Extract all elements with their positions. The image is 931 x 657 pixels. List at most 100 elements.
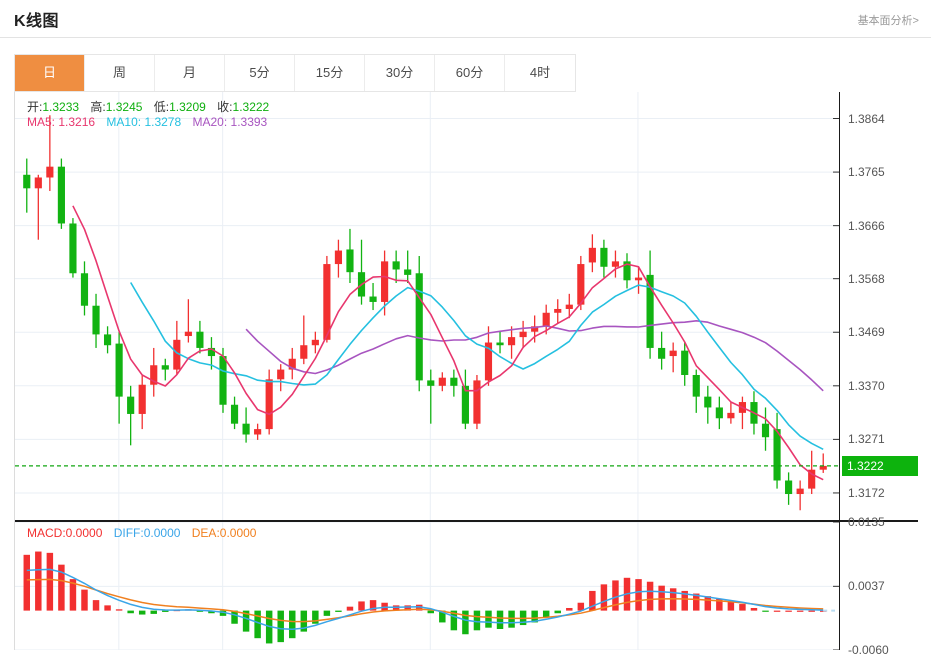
chart-frame: 开:1.3233 高:1.3245 低:1.3209 收:1.3222 MA5:… [14,92,918,657]
candle-body[interactable] [150,365,158,385]
candle-body[interactable] [80,273,89,306]
candlestick-panel[interactable]: 开:1.3233 高:1.3245 低:1.3209 收:1.3222 MA5:… [15,92,918,520]
candle-body[interactable] [34,177,42,189]
candle-body[interactable] [381,261,389,302]
candle-body[interactable] [565,304,573,309]
candle-body[interactable] [761,423,770,438]
candle-body[interactable] [219,356,227,405]
candle-body[interactable] [254,429,262,435]
candle-body[interactable] [704,396,712,408]
candle-body[interactable] [819,465,827,470]
candle-body[interactable] [265,379,273,430]
candle-body[interactable] [773,429,781,481]
candle-body[interactable] [438,377,446,386]
candle-body[interactable] [496,342,504,346]
candle-body[interactable] [715,407,723,419]
candle-body[interactable] [785,480,793,495]
candle-body[interactable] [173,339,181,370]
candle-body[interactable] [796,488,804,495]
ma-line [245,320,824,392]
candle-body[interactable] [554,308,562,313]
candle-body[interactable] [23,174,31,189]
candle-body[interactable] [115,343,123,397]
candle-body[interactable] [184,331,192,337]
period-tab-0[interactable]: 日 [15,55,85,91]
candle-body[interactable] [658,347,666,359]
period-tab-4[interactable]: 15分 [295,55,365,91]
candle-body[interactable] [727,412,735,419]
period-tab-2[interactable]: 月 [155,55,225,91]
candle-body[interactable] [623,261,631,281]
candle-body[interactable] [57,166,65,224]
ma20-value: 1.3393 [230,115,268,129]
macd-panel[interactable]: MACD:0.0000 DIFF:0.0000 DEA:0.0000 [15,522,918,650]
candle-body[interactable] [346,249,354,273]
candle-body[interactable] [207,347,216,357]
candle-body[interactable] [288,358,296,370]
candle-body[interactable] [461,385,469,424]
candle-body[interactable] [692,374,700,397]
candle-body[interactable] [103,334,112,346]
period-tab-5[interactable]: 30分 [365,55,435,91]
fundamental-analysis-link[interactable]: 基本面分析> [857,15,919,27]
macd-histogram-bar [439,610,446,623]
price-axis-label: 1.3370 [848,378,885,393]
candle-body[interactable] [519,331,527,338]
macd-histogram-bar [277,610,284,643]
macd-histogram-bar [635,579,642,611]
macd-plot[interactable] [15,522,839,650]
macd-histogram-bar [427,610,435,614]
candle-body[interactable] [300,345,308,359]
candle-body[interactable] [669,350,677,357]
candle-body[interactable] [427,380,435,386]
candle-body[interactable] [473,380,481,424]
candle-body[interactable] [323,264,331,340]
macd-histogram-bar [531,610,538,623]
period-tab-6[interactable]: 60分 [435,55,505,91]
macd-label: MACD: [27,526,66,540]
candle-body[interactable] [277,369,285,380]
period-tab-7[interactable]: 4时 [505,55,575,91]
candle-body[interactable] [611,261,620,267]
candle-body[interactable] [92,305,100,335]
candle-body[interactable] [369,296,377,302]
candle-body[interactable] [484,342,493,381]
candle-body[interactable] [646,274,654,348]
candle-body[interactable] [230,404,239,424]
candlestick-plot[interactable] [15,92,839,520]
page-header: K线图 基本面分析> [0,0,931,38]
candle-body[interactable] [334,250,343,265]
candle-body[interactable] [161,365,169,370]
candle-body[interactable] [808,469,816,489]
candle-body[interactable] [404,269,412,275]
candle-body[interactable] [415,273,423,381]
page-title: K线图 [14,13,60,30]
candle-body[interactable] [127,396,135,414]
candle-body[interactable] [69,223,77,274]
candle-body[interactable] [138,384,146,414]
candle-body[interactable] [681,350,689,375]
candle-body[interactable] [531,326,539,332]
macd-histogram-bar [716,598,723,611]
candle-body[interactable] [196,331,204,348]
macd-histogram-bar [335,610,342,612]
candle-body[interactable] [507,337,516,346]
ohlc-legend: 开:1.3233 高:1.3245 低:1.3209 收:1.3222 [27,98,269,115]
candle-body[interactable] [46,166,54,178]
candle-body[interactable] [392,261,400,270]
macd-histogram-bar [750,607,758,611]
period-tab-3[interactable]: 5分 [225,55,295,91]
candle-body[interactable] [242,423,250,435]
period-tab-bar[interactable]: 日周月 5分 15分 30分 60分 4时 [14,54,576,92]
candle-body[interactable] [588,247,596,263]
candle-body[interactable] [542,312,550,327]
candle-body[interactable] [311,339,319,346]
candle-body[interactable] [577,264,585,305]
candle-body[interactable] [634,277,643,281]
candle-body[interactable] [450,377,458,386]
candle-body[interactable] [600,247,608,267]
macd-histogram-bar [496,610,504,629]
period-tab-1[interactable]: 周 [85,55,155,91]
open-value: 1.3233 [42,100,80,114]
